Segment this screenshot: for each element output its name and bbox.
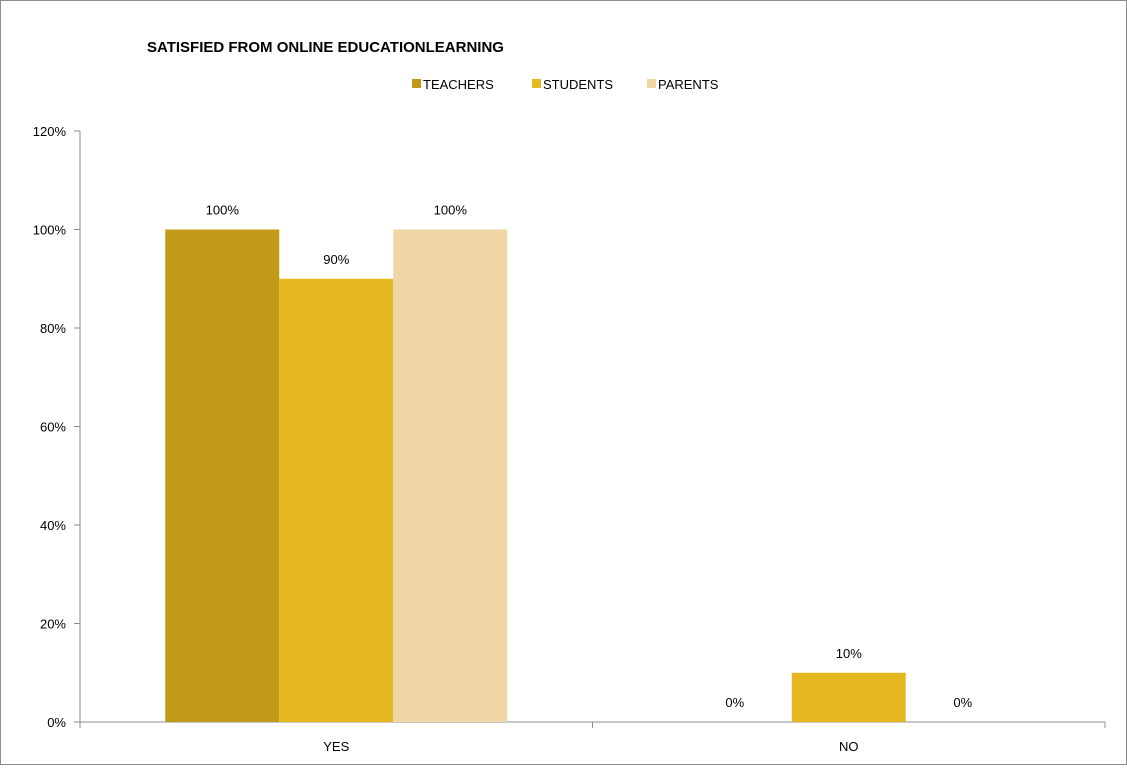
bar-students-no bbox=[791, 672, 906, 722]
data-label-students-yes: 90% bbox=[323, 252, 349, 267]
bar-teachers-yes bbox=[165, 229, 280, 722]
bar-parents-yes bbox=[393, 229, 508, 722]
x-tick-label-no: NO bbox=[839, 739, 859, 754]
legend-label-parents: PARENTS bbox=[658, 77, 719, 92]
legend-label-students: STUDENTS bbox=[543, 77, 613, 92]
legend-label-teachers: TEACHERS bbox=[423, 77, 494, 92]
data-label-teachers-no: 0% bbox=[725, 695, 744, 710]
y-axis: 0% 20% 40% 60% 80% 100% 120% bbox=[33, 124, 81, 730]
y-tick-label: 100% bbox=[33, 223, 67, 238]
legend-swatch-parents bbox=[647, 79, 656, 88]
legend-swatch-students bbox=[532, 79, 541, 88]
data-label-parents-no: 0% bbox=[953, 695, 972, 710]
data-labels: 100% 90% 100% 0% 10% 0% bbox=[206, 203, 973, 711]
y-tick-label: 0% bbox=[47, 715, 66, 730]
y-tick-label: 40% bbox=[40, 518, 66, 533]
y-tick-label: 120% bbox=[33, 124, 67, 139]
data-label-students-no: 10% bbox=[836, 646, 862, 661]
y-tick-label: 60% bbox=[40, 420, 66, 435]
legend: TEACHERS STUDENTS PARENTS bbox=[412, 77, 719, 92]
y-tick-label: 20% bbox=[40, 617, 66, 632]
y-tick-label: 80% bbox=[40, 321, 66, 336]
data-label-parents-yes: 100% bbox=[434, 203, 468, 218]
x-axis: YES NO bbox=[79, 721, 1106, 754]
data-label-teachers-yes: 100% bbox=[206, 203, 240, 218]
legend-swatch-teachers bbox=[412, 79, 421, 88]
bars bbox=[165, 229, 906, 722]
bar-students-yes bbox=[279, 278, 394, 722]
chart-title: SATISFIED FROM ONLINE EDUCATIONLEARNING bbox=[147, 39, 504, 56]
x-tick-label-yes: YES bbox=[323, 739, 349, 754]
